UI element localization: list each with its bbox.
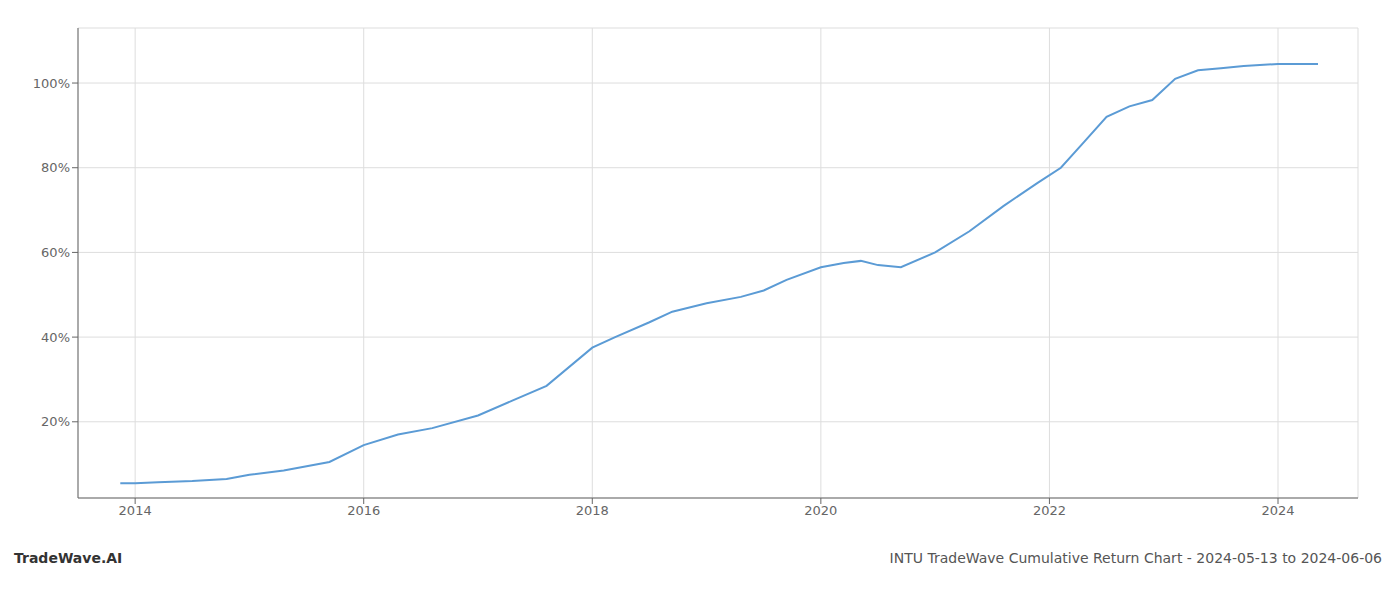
- svg-text:80%: 80%: [41, 160, 70, 175]
- svg-text:100%: 100%: [33, 76, 70, 91]
- html-text:TradeWave.AI: TradeWave.AI: [14, 550, 123, 566]
- svg-text:2016: 2016: [347, 503, 380, 518]
- svg-text:2014: 2014: [119, 503, 152, 518]
- svg-text:2020: 2020: [804, 503, 837, 518]
- svg-text:60%: 60%: [41, 245, 70, 260]
- html-text:INTU TradeWave Cumulative Retu: INTU TradeWave Cumulative Return Chart -…: [889, 550, 1382, 566]
- svg-text:40%: 40%: [41, 330, 70, 345]
- svg-text:20%: 20%: [41, 414, 70, 429]
- svg-text:2024: 2024: [1261, 503, 1294, 518]
- svg-text:2018: 2018: [576, 503, 609, 518]
- svg-text:2022: 2022: [1033, 503, 1066, 518]
